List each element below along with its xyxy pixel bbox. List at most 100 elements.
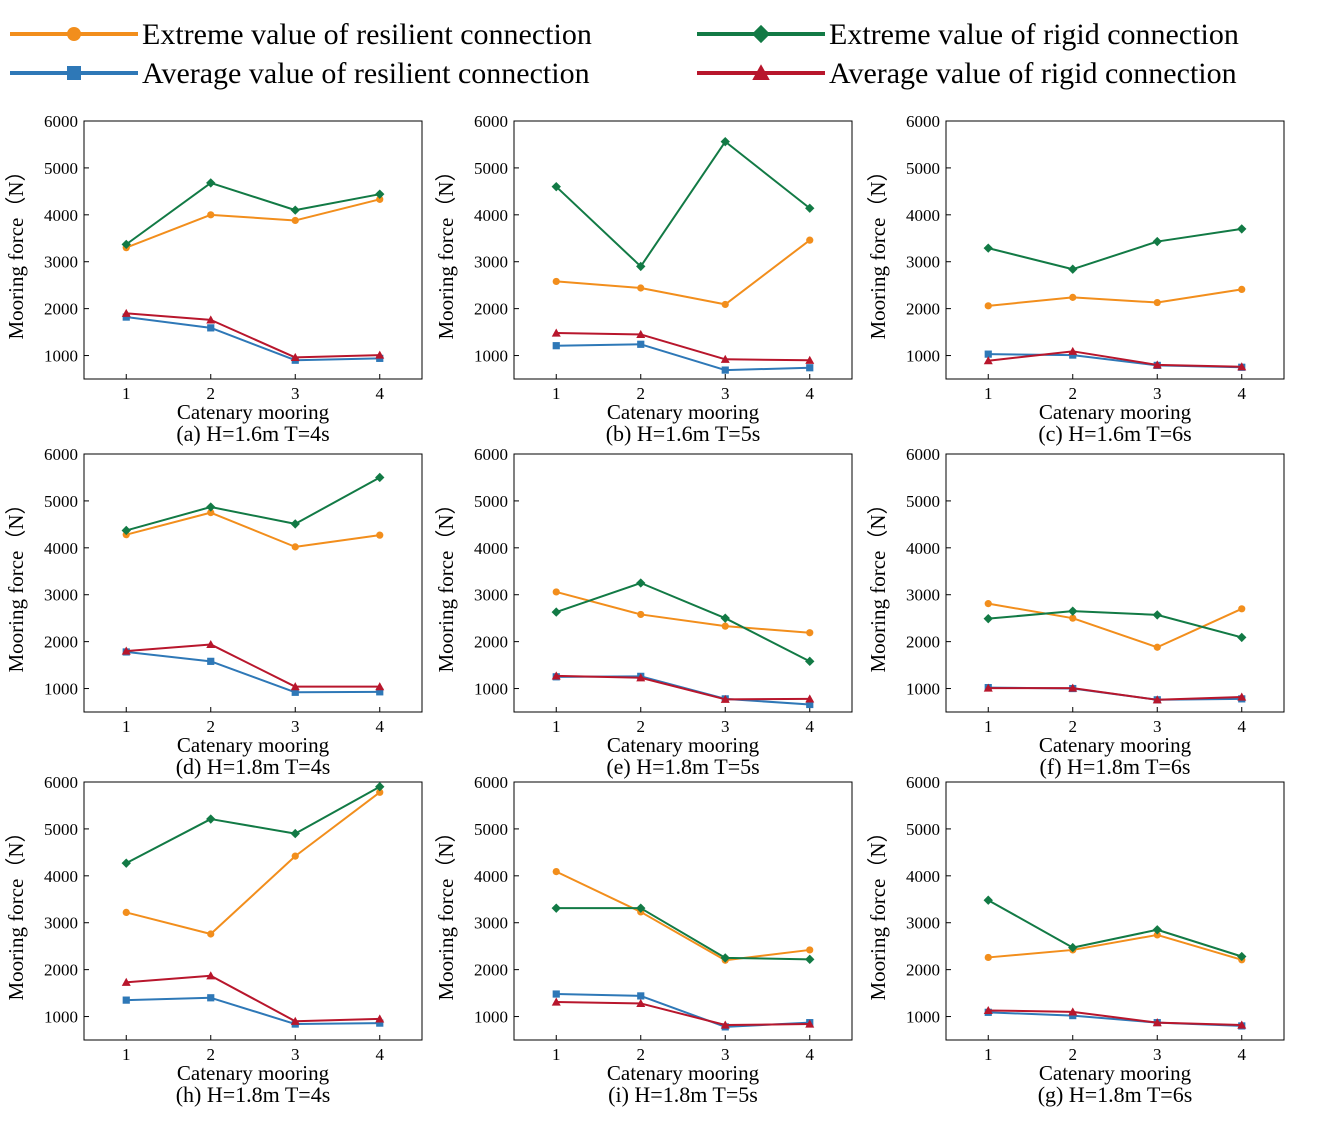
data-point bbox=[1069, 351, 1077, 359]
y-tick-label: 1000 bbox=[906, 680, 940, 699]
x-tick-label: 2 bbox=[207, 717, 216, 736]
series bbox=[983, 224, 1247, 274]
series bbox=[122, 788, 384, 938]
series bbox=[552, 672, 814, 709]
x-tick-label: 4 bbox=[376, 384, 385, 403]
series bbox=[121, 472, 385, 536]
y-tick-label: 4000 bbox=[906, 206, 940, 225]
data-point bbox=[637, 340, 645, 348]
data-point bbox=[806, 946, 814, 954]
data-point bbox=[1069, 293, 1077, 301]
data-point bbox=[983, 243, 993, 253]
x-tick-label: 4 bbox=[806, 717, 815, 736]
data-point bbox=[806, 236, 814, 244]
legend-item: Average value of resilient connection bbox=[10, 57, 590, 90]
data-point bbox=[1153, 643, 1161, 651]
data-point bbox=[207, 509, 215, 517]
y-tick-label: 2000 bbox=[44, 961, 78, 980]
subplot: 1000 2000 3000 4000 5000 6000 1 2 3 4 Catenary moo… bbox=[434, 112, 853, 446]
legend-marker bbox=[751, 24, 771, 44]
y-axis-title: Mooring force（N） bbox=[866, 160, 890, 339]
y-tick-label: 4000 bbox=[474, 206, 508, 225]
x-tick-label: 4 bbox=[806, 1045, 815, 1064]
series-line bbox=[556, 1001, 810, 1026]
data-point bbox=[290, 519, 300, 529]
series-line bbox=[126, 643, 380, 688]
data-point bbox=[984, 953, 992, 962]
data-point bbox=[1068, 683, 1078, 692]
x-tick-label: 2 bbox=[207, 384, 216, 403]
x-tick-label: 3 bbox=[291, 1045, 300, 1064]
data-point bbox=[121, 308, 131, 317]
y-tick-label: 5000 bbox=[474, 159, 508, 178]
x-tick-label: 2 bbox=[637, 1045, 646, 1064]
data-point bbox=[376, 688, 384, 696]
x-tick-label: 2 bbox=[1069, 717, 1078, 736]
y-tick-label: 6000 bbox=[474, 445, 508, 464]
x-axis-title: Catenary mooring bbox=[607, 733, 760, 757]
data-point bbox=[806, 629, 814, 637]
series bbox=[552, 340, 814, 374]
subplot: 1000 2000 3000 4000 5000 6000 1 2 3 4 Catenary moo… bbox=[866, 773, 1285, 1107]
y-tick-label: 2000 bbox=[474, 633, 508, 652]
series bbox=[983, 895, 1247, 962]
data-point bbox=[720, 694, 730, 703]
legend-item: Extreme value of rigid connection bbox=[697, 18, 1239, 51]
x-tick-label: 1 bbox=[122, 717, 131, 736]
data-point bbox=[290, 205, 300, 215]
y-tick-label: 5000 bbox=[44, 492, 78, 511]
data-point bbox=[376, 1019, 384, 1027]
series bbox=[122, 195, 384, 252]
series-line bbox=[555, 582, 811, 663]
series-line bbox=[555, 140, 811, 268]
plot-frame bbox=[945, 781, 1285, 1041]
series-line bbox=[556, 332, 810, 362]
y-tick-label: 5000 bbox=[44, 820, 78, 839]
data-point bbox=[637, 610, 645, 619]
data-point bbox=[291, 688, 299, 696]
data-point bbox=[636, 261, 646, 272]
subplot: 1000 2000 3000 4000 5000 6000 1 2 3 4 Catenary moo… bbox=[4, 445, 423, 779]
subplot: 1000 2000 3000 4000 5000 6000 1 2 3 4 Catenary moo… bbox=[434, 445, 853, 779]
data-point bbox=[806, 364, 814, 372]
data-point bbox=[637, 992, 645, 1000]
y-tick-label: 2000 bbox=[44, 633, 78, 652]
data-point bbox=[375, 682, 385, 691]
data-point bbox=[720, 953, 730, 963]
y-tick-label: 5000 bbox=[906, 159, 940, 178]
y-tick-label: 2000 bbox=[906, 633, 940, 652]
data-point bbox=[721, 366, 729, 374]
legend-label: Extreme value of rigid connection bbox=[829, 18, 1239, 51]
data-point bbox=[636, 903, 646, 913]
data-point bbox=[375, 189, 385, 199]
legend-label: Average value of rigid connection bbox=[829, 57, 1237, 90]
y-tick-label: 4000 bbox=[906, 867, 940, 886]
y-tick-label: 6000 bbox=[44, 445, 78, 464]
data-point bbox=[1237, 362, 1247, 371]
series bbox=[551, 671, 815, 703]
x-tick-label: 2 bbox=[207, 1045, 216, 1064]
series-line bbox=[126, 316, 380, 362]
data-point bbox=[636, 673, 646, 682]
data-point bbox=[206, 639, 216, 649]
data-point bbox=[552, 277, 560, 286]
y-tick-label: 5000 bbox=[474, 492, 508, 511]
data-point bbox=[552, 342, 560, 350]
data-point bbox=[290, 682, 300, 691]
y-axis-title: Mooring force（N） bbox=[4, 160, 28, 339]
y-axis-title: Mooring force（N） bbox=[4, 821, 28, 1000]
data-point bbox=[551, 903, 561, 913]
data-point bbox=[375, 472, 385, 483]
data-point bbox=[720, 354, 730, 363]
data-point bbox=[206, 971, 216, 980]
y-tick-label: 4000 bbox=[44, 206, 78, 225]
data-point bbox=[1153, 298, 1161, 307]
series-line bbox=[988, 1009, 1242, 1026]
y-tick-label: 5000 bbox=[906, 492, 940, 511]
data-point bbox=[1068, 1007, 1078, 1016]
series-line bbox=[125, 785, 381, 865]
y-tick-label: 3000 bbox=[44, 586, 78, 605]
y-tick-label: 5000 bbox=[474, 820, 508, 839]
series bbox=[984, 285, 1246, 310]
